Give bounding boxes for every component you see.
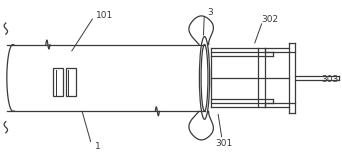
Bar xyxy=(66,68,76,96)
Text: 3: 3 xyxy=(208,8,213,17)
Text: 302: 302 xyxy=(262,15,279,24)
Text: 1: 1 xyxy=(95,142,100,151)
Text: 301: 301 xyxy=(215,139,233,148)
Text: 101: 101 xyxy=(96,11,113,20)
Text: 303: 303 xyxy=(321,75,339,84)
Bar xyxy=(53,68,63,96)
